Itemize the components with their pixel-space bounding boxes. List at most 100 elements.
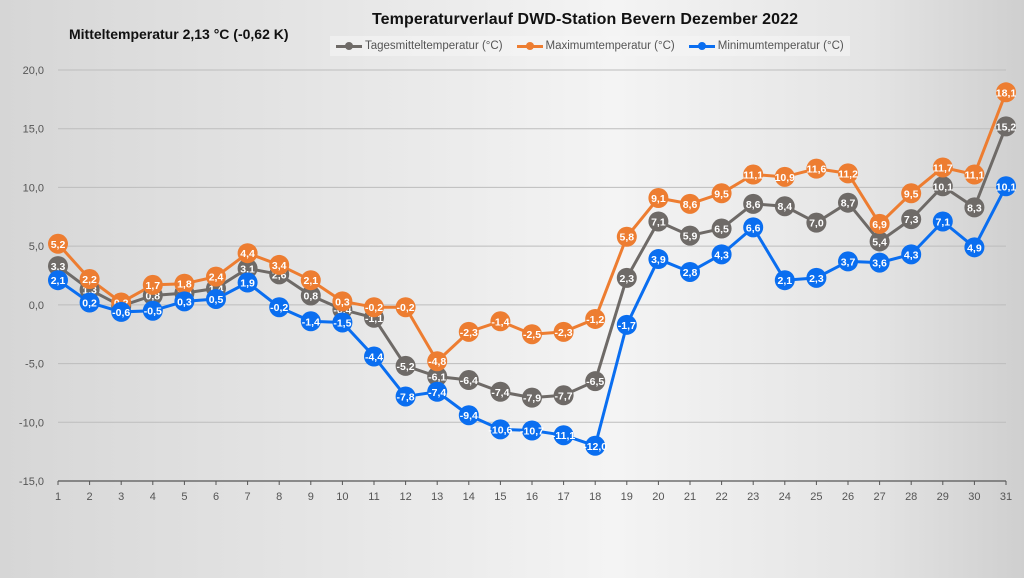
gridlines — [58, 69, 1006, 423]
series-1 — [56, 91, 1008, 363]
legend-item-min[interactable]: Minimumtemperatur (°C) — [688, 40, 844, 52]
legend-item-max[interactable]: Maximumtemperatur (°C) — [516, 40, 675, 52]
data-label: 5,8 — [619, 232, 634, 244]
data-point[interactable] — [585, 435, 606, 456]
data-point[interactable] — [806, 158, 827, 179]
data-point[interactable] — [237, 272, 258, 293]
data-point[interactable] — [711, 244, 732, 265]
data-point[interactable] — [142, 300, 163, 321]
data-point[interactable] — [237, 258, 258, 279]
data-point[interactable] — [522, 324, 542, 345]
data-point[interactable] — [743, 164, 764, 185]
data-point[interactable] — [838, 251, 858, 272]
data-point[interactable] — [364, 297, 384, 318]
x-tick-label: 21 — [684, 491, 696, 503]
y-tick-label: -10,0 — [19, 417, 44, 429]
data-point[interactable] — [964, 237, 985, 258]
data-point[interactable] — [142, 274, 163, 295]
data-label: 0,3 — [335, 296, 350, 308]
data-point[interactable] — [743, 193, 764, 214]
data-point[interactable] — [300, 270, 321, 291]
data-point[interactable] — [585, 371, 606, 392]
data-point[interactable] — [901, 209, 922, 230]
data-point[interactable] — [553, 425, 574, 446]
data-point[interactable] — [743, 217, 764, 238]
data-point[interactable] — [932, 176, 953, 197]
data-point[interactable] — [395, 355, 416, 376]
data-point[interactable] — [711, 218, 732, 239]
data-point[interactable] — [174, 273, 195, 294]
data-point[interactable] — [616, 314, 637, 335]
data-point[interactable] — [490, 381, 511, 402]
data-label: -0,6 — [112, 307, 130, 319]
data-point[interactable] — [774, 166, 795, 187]
data-point[interactable] — [48, 270, 68, 291]
data-point[interactable] — [237, 243, 258, 264]
data-point[interactable] — [932, 211, 953, 232]
data-label: 0,8 — [303, 290, 318, 302]
x-tick-label: 31 — [1000, 491, 1012, 503]
data-point[interactable] — [458, 405, 479, 426]
data-point[interactable] — [680, 225, 700, 246]
data-point[interactable] — [901, 183, 922, 204]
data-point[interactable] — [869, 213, 890, 234]
data-point[interactable] — [616, 226, 637, 247]
data-point[interactable] — [806, 212, 827, 233]
data-point[interactable] — [522, 387, 542, 408]
data-label: 2,1 — [303, 275, 318, 287]
data-point[interactable] — [332, 291, 353, 312]
data-point[interactable] — [648, 211, 669, 232]
data-point[interactable] — [838, 192, 858, 213]
data-point[interactable] — [964, 197, 985, 218]
data-point[interactable] — [774, 196, 795, 217]
data-point[interactable] — [427, 366, 448, 387]
data-point[interactable] — [206, 288, 226, 309]
data-point[interactable] — [869, 252, 890, 273]
data-point[interactable] — [79, 292, 100, 313]
data-point[interactable] — [806, 267, 827, 288]
data-point[interactable] — [458, 370, 479, 391]
data-point[interactable] — [711, 183, 732, 204]
data-label: 2,2 — [82, 274, 97, 286]
data-point[interactable] — [48, 233, 68, 254]
data-point[interactable] — [901, 244, 922, 265]
data-point[interactable] — [269, 297, 290, 318]
data-point[interactable] — [648, 187, 669, 208]
data-point[interactable] — [648, 249, 669, 270]
data-point[interactable] — [522, 420, 542, 441]
data-point[interactable] — [680, 261, 700, 282]
data-point[interactable] — [300, 311, 321, 332]
data-point[interactable] — [395, 297, 416, 318]
data-point[interactable] — [364, 346, 384, 367]
data-point[interactable] — [996, 82, 1016, 103]
data-point[interactable] — [774, 270, 795, 291]
data-point[interactable] — [932, 157, 953, 178]
data-point[interactable] — [838, 163, 858, 184]
data-point[interactable] — [206, 266, 226, 287]
data-point[interactable] — [553, 321, 574, 342]
data-point[interactable] — [269, 254, 290, 275]
x-tick-label: 2 — [87, 491, 93, 503]
data-point[interactable] — [490, 311, 511, 332]
data-point[interactable] — [111, 301, 132, 322]
data-point[interactable] — [427, 351, 448, 372]
data-point[interactable] — [48, 256, 68, 277]
data-point[interactable] — [332, 312, 353, 333]
data-point[interactable] — [964, 164, 985, 185]
data-point[interactable] — [869, 231, 890, 252]
data-point[interactable] — [616, 267, 637, 288]
data-point[interactable] — [680, 193, 700, 214]
legend-item-mean[interactable]: Tagesmitteltemperatur (°C) — [336, 40, 503, 52]
data-point[interactable] — [79, 269, 100, 290]
data-point[interactable] — [300, 285, 321, 306]
data-point[interactable] — [458, 321, 479, 342]
data-label: -4,8 — [428, 356, 446, 368]
data-point[interactable] — [395, 386, 416, 407]
data-point[interactable] — [553, 385, 574, 406]
data-point[interactable] — [585, 308, 606, 329]
data-point[interactable] — [174, 291, 195, 312]
data-point[interactable] — [427, 381, 448, 402]
data-point[interactable] — [490, 419, 511, 440]
data-point[interactable] — [996, 116, 1016, 137]
data-point[interactable] — [996, 176, 1016, 197]
